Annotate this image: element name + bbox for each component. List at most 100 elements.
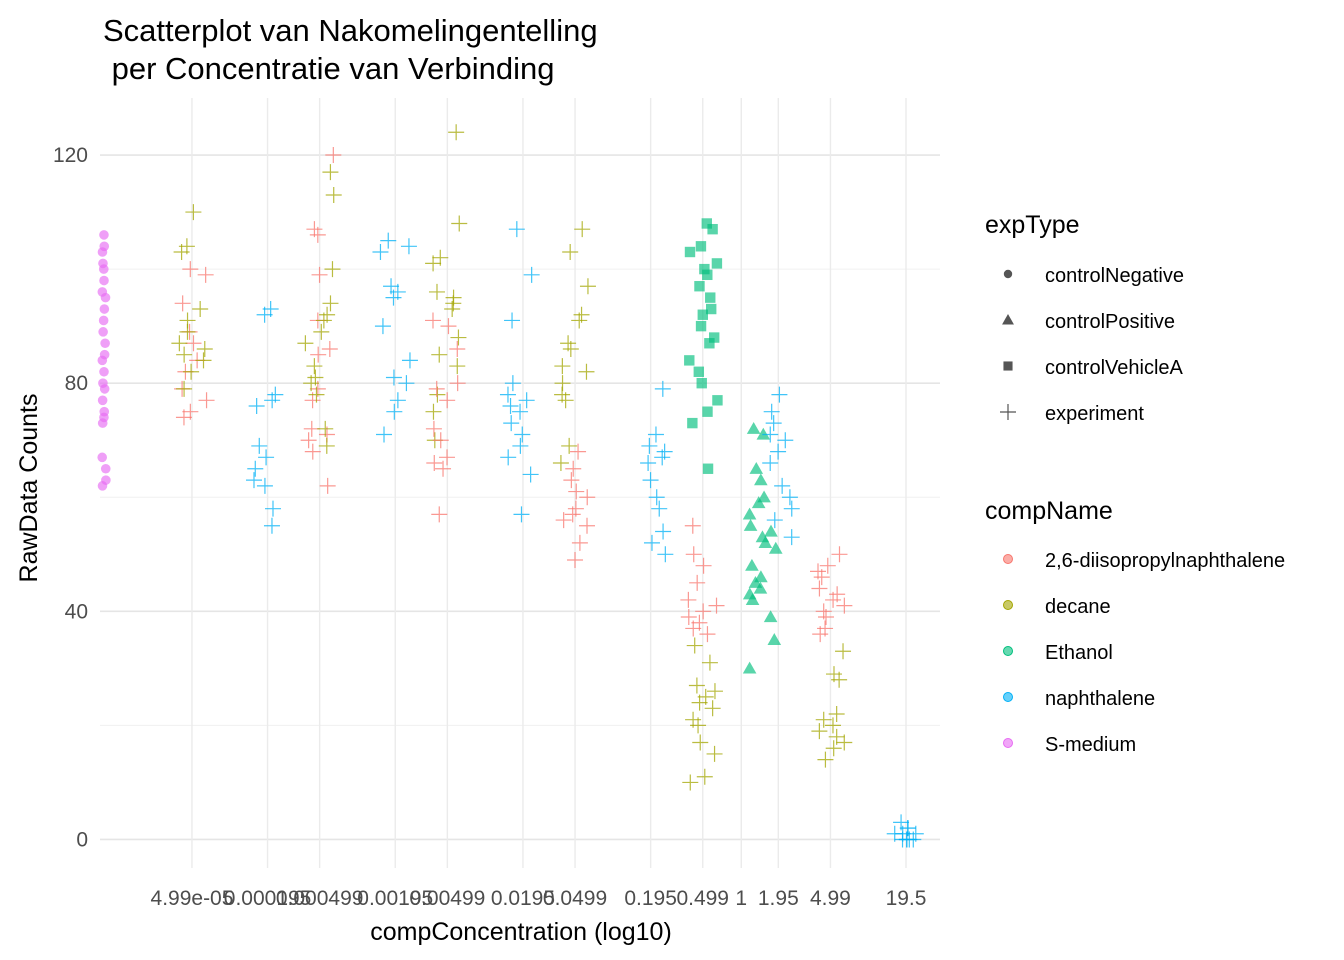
data-point [182,261,199,278]
data-point [811,580,828,597]
data-point [317,420,334,437]
series-naphthalene-experiment [640,380,674,563]
data-point [754,570,768,583]
data-point [831,671,848,688]
chart-title: Scatterplot van Nakomelingentelling per … [103,13,598,86]
legend-label: controlNegative [1045,265,1184,287]
data-point [655,523,672,540]
data-point [444,301,461,318]
data-point [751,496,766,509]
legend-key [1003,269,1013,279]
y-tick-label: 120 [53,144,88,167]
data-point [256,306,273,323]
legend-key [1002,314,1014,325]
data-point [704,700,721,717]
data-point [500,449,517,466]
data-point [97,247,108,257]
plot-grid [100,98,940,868]
series-decane-experiment [171,204,213,397]
data-point [374,318,391,335]
y-tick-label: 80 [65,372,88,395]
data-point [579,489,596,506]
data-point [513,506,530,523]
data-point [777,432,794,449]
chart-title-line: per Concentratie van Verbinding [103,51,555,86]
series-Ethanol-controlVehicleA [684,218,723,474]
data-point [680,591,697,608]
data-point [701,654,718,671]
data-point [297,335,314,352]
data-point [565,460,582,477]
data-point [263,517,280,534]
data-point [757,490,771,503]
data-point [504,312,521,329]
data-point [641,437,658,454]
data-point [708,597,725,614]
series-decane-experiment [425,124,468,449]
legend-label: naphthalene [1045,688,1155,710]
y-axis-ticks: 0 40 80 120 [53,144,88,851]
data-point [98,315,109,326]
data-point [449,375,466,392]
legend-label: S-medium [1045,734,1136,756]
data-point [684,246,696,258]
data-point [97,418,108,428]
data-point [97,452,108,463]
data-point [817,609,834,626]
data-point [425,403,442,420]
data-point [647,426,664,443]
data-point [706,303,717,315]
legend-title: compName [985,497,1113,525]
data-point [439,392,456,409]
x-tick-label: 0.499 [676,887,729,910]
data-point [518,392,535,409]
data-point [173,244,190,260]
data-point [425,420,442,437]
data-point [579,278,596,295]
data-point [322,164,339,181]
data-point [749,461,764,474]
data-point [439,449,456,466]
data-point [309,226,326,243]
data-point [385,369,402,386]
data-point [99,384,110,394]
data-point [321,340,338,357]
data-point [696,768,713,785]
data-point [449,358,466,375]
legend-label: controlPositive [1045,311,1175,333]
data-point [763,403,780,420]
data-point [765,415,782,432]
data-point [504,375,521,392]
data-point [819,557,836,574]
legend-key [1003,554,1013,564]
x-tick-label: 19.5 [886,887,927,910]
chart-title-line: Scatterplot van Nakomelingentelling [103,13,598,48]
data-point [836,734,853,751]
data-point [694,281,705,292]
data-point [762,426,779,443]
data-point [264,392,281,409]
data-point [514,426,531,443]
data-point [426,455,443,472]
data-point [571,312,588,329]
legend: expType controlNegative controlPositive con… [985,211,1285,756]
data-point [325,186,342,203]
data-point [696,377,707,389]
data-point [372,244,389,260]
data-point [99,275,109,286]
data-point [654,449,671,466]
data-point [386,403,403,420]
data-point [324,261,341,278]
data-points [97,124,924,848]
data-point [756,427,771,440]
data-point [97,395,108,406]
data-point [699,263,710,275]
data-point [502,398,519,414]
data-point [774,477,791,494]
data-point [192,301,209,318]
x-tick-label: 0.195 [624,887,677,910]
data-point [248,398,265,414]
data-point [264,500,281,517]
data-point [552,455,569,472]
